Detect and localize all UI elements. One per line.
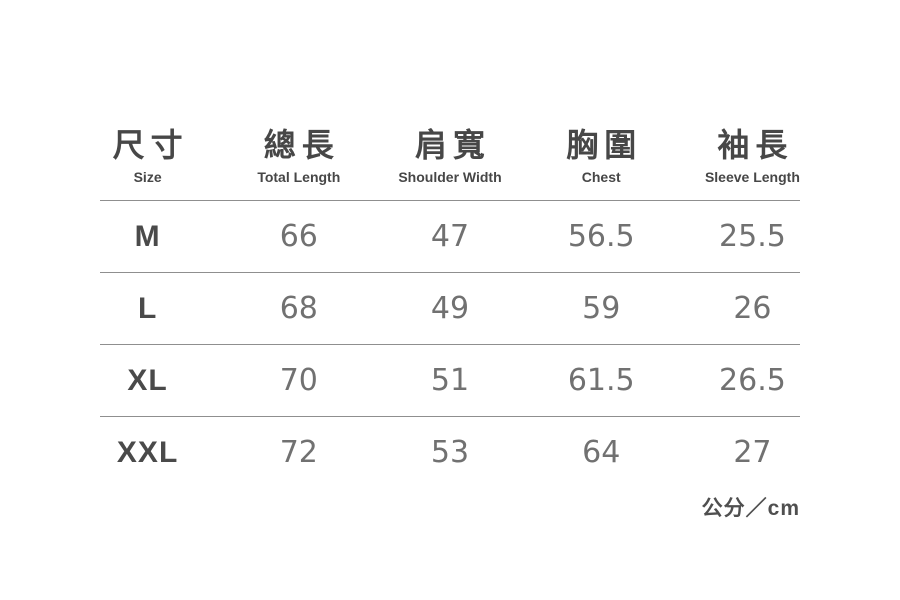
table-row-l: L 68 49 59 26 <box>72 273 828 344</box>
column-header-sleeve-length-zh: 袖長 <box>717 127 794 163</box>
column-header-chest-en: Chest <box>581 169 621 185</box>
table-row-xl: XL 70 51 61.5 26.5 <box>72 345 828 416</box>
column-header-sleeve-length: 袖長 Sleeve Length <box>677 126 828 200</box>
row-divider <box>100 272 800 273</box>
table-row-xxl: XXL 72 53 64 27 <box>72 417 828 488</box>
shoulder-width-value: 47 <box>430 219 470 254</box>
row-divider <box>100 416 800 417</box>
column-header-shoulder-width-en: Shoulder Width <box>398 169 502 185</box>
column-header-total-length-zh: 總長 <box>263 127 340 163</box>
shoulder-width-value: 49 <box>430 291 470 326</box>
size-label: M <box>134 219 161 253</box>
sleeve-length-value: 26 <box>733 291 772 326</box>
table-header-row: 尺寸 Size 總長 Total Length 肩寬 Shoulder Widt… <box>72 120 828 200</box>
column-header-chest-zh: 胸圍 <box>566 127 643 163</box>
chest-value: 64 <box>582 435 621 470</box>
row-divider <box>100 344 800 345</box>
column-header-chest: 胸圍 Chest <box>526 126 677 200</box>
size-chart-table: 尺寸 Size 總長 Total Length 肩寬 Shoulder Widt… <box>72 120 828 522</box>
column-header-size: 尺寸 Size <box>72 126 223 200</box>
row-divider <box>100 200 800 201</box>
sleeve-length-value: 25.5 <box>719 219 786 254</box>
unit-note: 公分／cm <box>701 497 800 520</box>
size-label: XL <box>127 363 168 397</box>
sleeve-length-value: 26.5 <box>719 363 786 398</box>
chest-value: 61.5 <box>567 363 635 398</box>
shoulder-width-value: 51 <box>430 363 470 398</box>
column-header-shoulder-width-zh: 肩寬 <box>415 127 492 163</box>
total-length-value: 66 <box>279 219 318 254</box>
column-header-size-zh: 尺寸 <box>112 127 189 163</box>
size-label: L <box>137 291 158 325</box>
column-header-shoulder-width: 肩寬 Shoulder Width <box>374 126 525 200</box>
chest-value: 56.5 <box>567 219 635 254</box>
column-header-size-en: Size <box>133 169 162 185</box>
total-length-value: 70 <box>279 363 318 398</box>
shoulder-width-value: 53 <box>430 435 470 470</box>
column-header-total-length: 總長 Total Length <box>223 126 374 200</box>
column-header-total-length-en: Total Length <box>257 169 341 185</box>
total-length-value: 72 <box>279 435 318 470</box>
size-label: XXL <box>116 435 179 469</box>
column-header-sleeve-length-en: Sleeve Length <box>704 169 800 185</box>
chest-value: 59 <box>582 291 621 326</box>
sleeve-length-value: 27 <box>733 435 772 470</box>
total-length-value: 68 <box>279 291 318 326</box>
table-row-m: M 66 47 56.5 25.5 <box>72 201 828 272</box>
